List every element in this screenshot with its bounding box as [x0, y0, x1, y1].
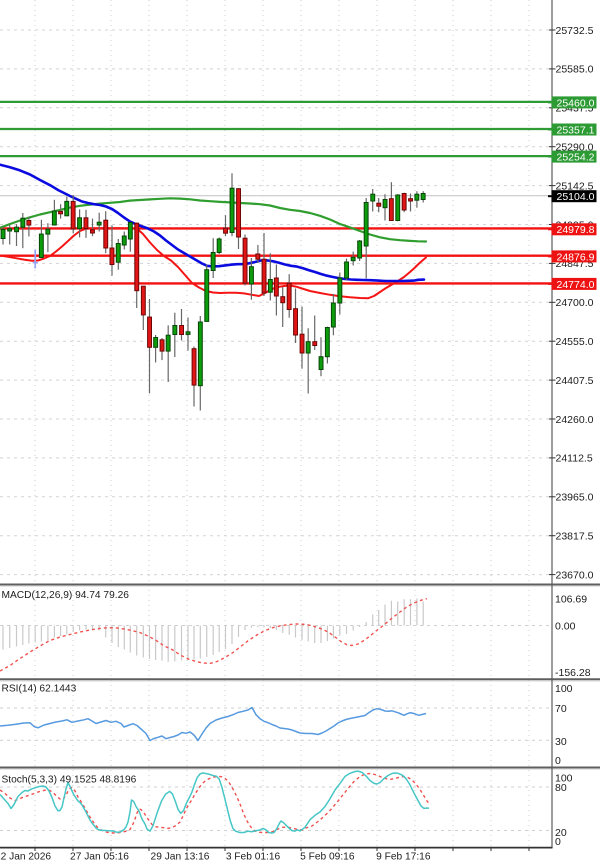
svg-text:25254.2: 25254.2: [557, 152, 595, 164]
svg-text:22 Jan 2026: 22 Jan 2026: [0, 852, 51, 863]
svg-text:0: 0: [555, 755, 561, 767]
svg-text:70: 70: [555, 703, 567, 715]
svg-text:24876.9: 24876.9: [557, 251, 595, 263]
svg-text:0.00: 0.00: [555, 620, 576, 632]
svg-text:24700.0: 24700.0: [556, 297, 594, 309]
svg-text:24979.8: 24979.8: [557, 224, 595, 236]
svg-text:25357.1: 25357.1: [557, 124, 595, 136]
svg-text:25104.0: 25104.0: [557, 191, 595, 203]
svg-text:24260.0: 24260.0: [556, 414, 594, 426]
svg-text:0: 0: [555, 836, 561, 848]
svg-text:MACD(12,26,9) 94.74 79.26: MACD(12,26,9) 94.74 79.26: [2, 590, 130, 601]
svg-text:25460.0: 25460.0: [557, 97, 595, 109]
svg-text:24555.0: 24555.0: [556, 336, 594, 348]
svg-text:-156.28: -156.28: [555, 667, 591, 679]
svg-text:3 Feb 01:16: 3 Feb 01:16: [226, 852, 281, 863]
svg-text:29 Jan 13:16: 29 Jan 13:16: [151, 852, 210, 863]
svg-text:24774.0: 24774.0: [557, 279, 595, 291]
svg-text:23817.5: 23817.5: [556, 531, 594, 543]
svg-text:25290.0: 25290.0: [556, 142, 594, 154]
svg-text:Stoch(5,3,3) 49.1525 48.8196: Stoch(5,3,3) 49.1525 48.8196: [2, 775, 137, 786]
svg-text:106.69: 106.69: [555, 593, 587, 605]
svg-text:27 Jan 05:16: 27 Jan 05:16: [70, 852, 129, 863]
svg-text:24407.5: 24407.5: [556, 375, 594, 387]
svg-text:5 Feb 09:16: 5 Feb 09:16: [300, 852, 355, 863]
svg-text:23670.0: 23670.0: [556, 569, 594, 581]
svg-text:25142.5: 25142.5: [556, 180, 594, 192]
svg-text:RSI(14) 62.1443: RSI(14) 62.1443: [2, 684, 77, 695]
svg-text:100: 100: [555, 772, 573, 784]
svg-text:100: 100: [555, 683, 573, 695]
svg-text:20: 20: [555, 827, 567, 839]
svg-text:25585.0: 25585.0: [556, 64, 594, 76]
svg-text:25732.5: 25732.5: [556, 25, 594, 37]
svg-text:9 Feb 17:16: 9 Feb 17:16: [376, 852, 431, 863]
svg-text:80: 80: [555, 782, 567, 794]
svg-text:24112.5: 24112.5: [556, 453, 593, 465]
svg-text:30: 30: [555, 736, 567, 748]
svg-text:23965.0: 23965.0: [556, 492, 594, 504]
